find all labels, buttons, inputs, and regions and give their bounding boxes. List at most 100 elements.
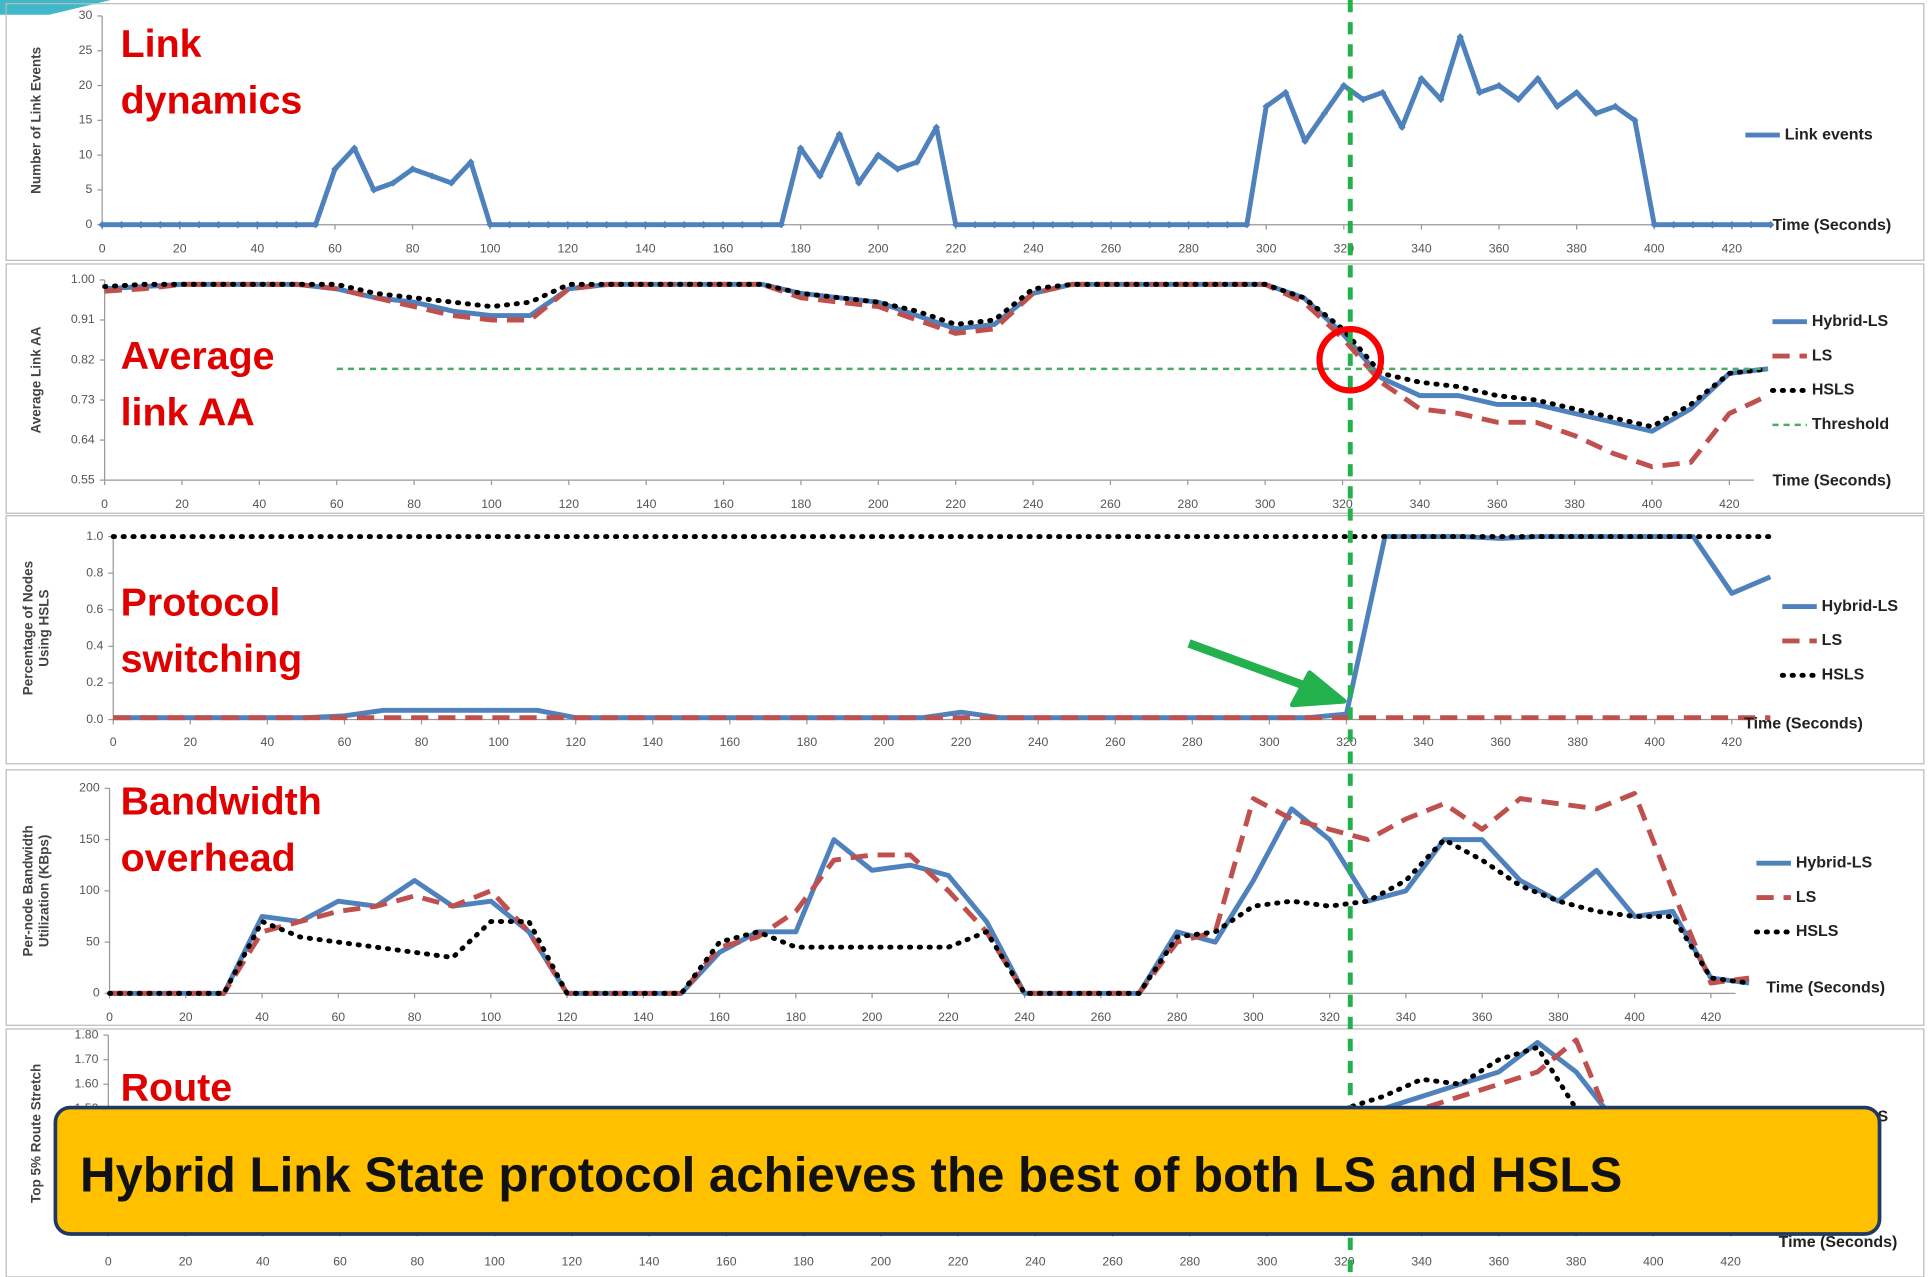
x-tick-label: 20 <box>179 1255 193 1269</box>
annotation: Bandwidth <box>121 780 322 824</box>
point-marker <box>1669 221 1678 229</box>
y-axis-title: Top 5% Route Stretch <box>28 1064 43 1203</box>
x-tick-label: 180 <box>786 1010 807 1024</box>
legend-label: Hybrid-LS <box>1812 313 1889 330</box>
legend-label: HSLS <box>1796 923 1839 940</box>
x-tick-label: 380 <box>1566 242 1587 256</box>
x-tick-label: 140 <box>633 1010 654 1024</box>
x-axis-title: Time (Seconds) <box>1744 716 1863 733</box>
x-tick-label: 100 <box>488 735 509 749</box>
x-tick-label: 360 <box>1489 1255 1510 1269</box>
x-tick-label: 320 <box>1332 497 1353 511</box>
x-tick-label: 80 <box>407 497 421 511</box>
x-tick-label: 340 <box>1413 735 1434 749</box>
point-marker <box>1378 88 1387 97</box>
point-marker <box>932 123 941 131</box>
series-line <box>102 281 1771 430</box>
x-tick-label: 280 <box>1180 1255 1201 1269</box>
point-marker <box>1359 95 1367 104</box>
point-marker <box>1495 81 1503 90</box>
x-tick-label: 140 <box>643 735 664 749</box>
point-marker <box>738 221 747 229</box>
x-tick-label: 360 <box>1489 242 1510 256</box>
point-marker <box>428 172 436 180</box>
point-marker <box>447 179 456 187</box>
x-tick-label: 420 <box>1722 735 1743 749</box>
point-marker <box>176 221 184 229</box>
x-tick-label: 420 <box>1720 1255 1741 1269</box>
x-tick-label: 240 <box>1025 1255 1046 1269</box>
point-marker <box>1514 95 1523 104</box>
threshold-crossing-circle <box>1316 326 1385 394</box>
point-marker <box>564 221 572 229</box>
x-tick-label: 200 <box>862 1010 883 1024</box>
x-axis-title: Time (Seconds) <box>1766 980 1885 997</box>
x-tick-label: 280 <box>1167 1010 1188 1024</box>
point-marker <box>602 221 611 229</box>
point-marker <box>1611 102 1620 111</box>
point-marker <box>370 186 378 194</box>
point-marker <box>777 221 785 229</box>
callout-box <box>53 1105 1882 1236</box>
point-marker <box>990 221 999 229</box>
legend-label: LS <box>1796 889 1817 906</box>
y-tick-label: 0.2 <box>86 675 103 689</box>
x-tick-label: 60 <box>330 497 344 511</box>
x-tick-label: 400 <box>1624 1010 1645 1024</box>
point-marker <box>699 221 708 229</box>
point-marker <box>835 130 844 138</box>
x-tick-label: 180 <box>793 1255 814 1269</box>
y-tick-label: 30 <box>79 8 93 22</box>
y-tick-label: 0 <box>93 986 100 1000</box>
point-marker <box>486 221 494 229</box>
point-marker <box>525 221 533 229</box>
legend-label: Link events <box>1785 126 1873 143</box>
x-tick-label: 220 <box>945 497 966 511</box>
point-marker <box>622 221 630 229</box>
x-tick-label: 200 <box>868 497 889 511</box>
x-tick-label: 0 <box>105 1255 112 1269</box>
x-tick-label: 400 <box>1644 735 1665 749</box>
x-tick-label: 220 <box>948 1255 969 1269</box>
x-tick-label: 160 <box>713 242 734 256</box>
x-tick-label: 340 <box>1410 497 1431 511</box>
x-tick-label: 220 <box>951 735 972 749</box>
point-marker <box>273 221 281 229</box>
point-marker <box>137 221 145 229</box>
x-tick-label: 180 <box>790 242 811 256</box>
point-marker <box>98 221 106 229</box>
x-axis-title: Time (Seconds) <box>1772 473 1891 490</box>
x-tick-label: 100 <box>480 242 501 256</box>
point-marker <box>544 221 553 229</box>
x-tick-label: 240 <box>1023 497 1044 511</box>
point-marker <box>1534 74 1542 83</box>
point-marker <box>311 221 320 229</box>
y-axis-title: Utilization (KBps) <box>36 835 51 947</box>
point-marker <box>1475 88 1484 97</box>
x-tick-label: 140 <box>639 1255 660 1269</box>
legend-label: LS <box>1812 347 1833 364</box>
y-tick-label: 10 <box>79 147 93 161</box>
x-tick-label: 340 <box>1411 242 1432 256</box>
x-tick-label: 120 <box>557 1010 578 1024</box>
panel-frame <box>5 515 1925 765</box>
point-marker <box>1417 74 1426 83</box>
y-tick-label: 0.55 <box>71 472 95 486</box>
point-marker <box>680 221 688 229</box>
point-marker <box>253 221 262 229</box>
point-marker <box>1301 137 1309 145</box>
panel-frame <box>5 1028 1925 1277</box>
x-tick-label: 200 <box>874 735 895 749</box>
x-tick-label: 160 <box>716 1255 737 1269</box>
x-tick-label: 380 <box>1548 1010 1569 1024</box>
y-tick-label: 100 <box>79 883 100 897</box>
x-tick-label: 260 <box>1102 1255 1123 1269</box>
x-tick-label: 420 <box>1722 242 1743 256</box>
y-tick-label: 0.6 <box>86 602 103 616</box>
x-tick-label: 400 <box>1643 1255 1664 1269</box>
series-line <box>104 281 1770 470</box>
x-tick-label: 240 <box>1014 1010 1035 1024</box>
point-marker <box>758 221 766 229</box>
x-tick-label: 120 <box>558 242 579 256</box>
y-tick-label: 200 <box>79 781 100 795</box>
